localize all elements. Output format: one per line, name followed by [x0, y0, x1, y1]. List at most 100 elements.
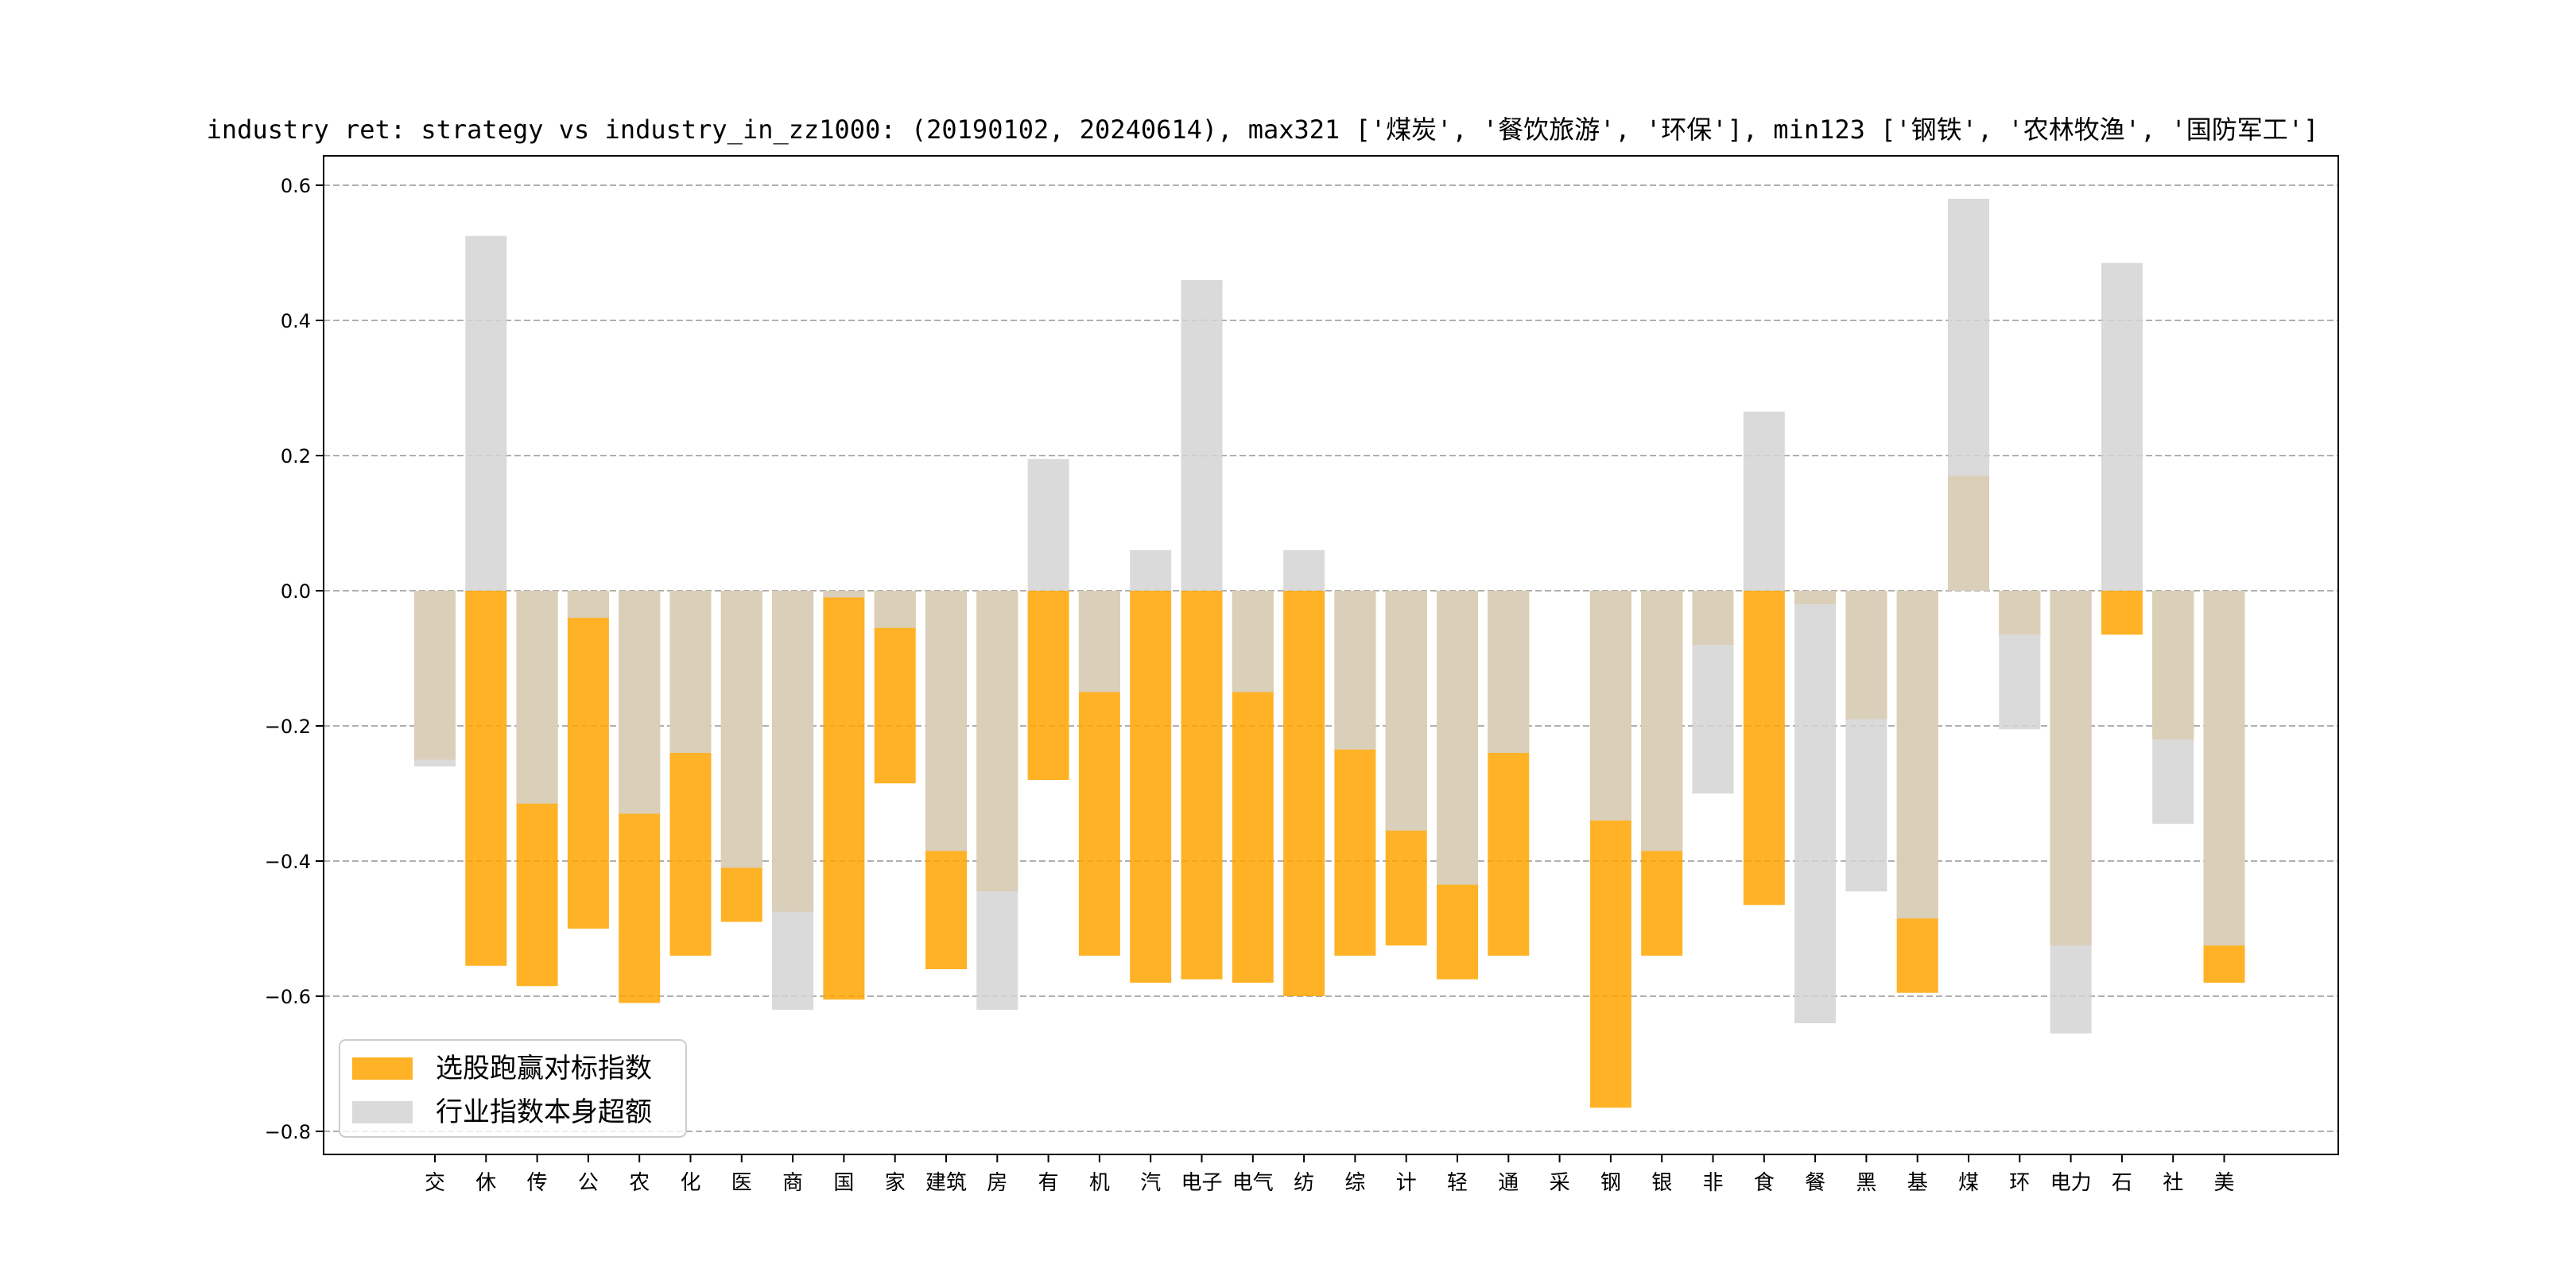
y-tick-label: 0.2 — [281, 445, 311, 467]
legend-swatch-industry — [352, 1101, 413, 1123]
x-axis: 交 休 传 公 农 化 医 商 国 家建筑房 有 机 汽电子 电气纺 综 计 轻 通 采 钢 银 非 食 餐 黑 基 煤 环电力石 社 美 — [425, 1154, 2235, 1195]
bar-industry — [1794, 591, 1837, 1023]
x-tick-label: 采 — [1550, 1171, 1570, 1195]
x-tick-label: 食 — [1754, 1171, 1775, 1195]
x-tick-label: 通 — [1498, 1171, 1519, 1195]
bar-industry — [465, 235, 507, 591]
bar-strategy — [1130, 591, 1172, 983]
x-tick-label: 轻 — [1447, 1171, 1468, 1195]
x-tick-label: 纺 — [1294, 1171, 1314, 1195]
bar-industry — [1283, 550, 1325, 591]
x-tick-label: 基 — [1907, 1171, 1928, 1195]
y-tick-label: 0.6 — [281, 175, 311, 197]
bar-industry — [516, 591, 558, 804]
bar-strategy — [1027, 591, 1069, 780]
x-tick-label: 社 — [2163, 1171, 2183, 1195]
bar-strategy — [1181, 591, 1223, 980]
legend-box — [339, 1039, 687, 1138]
bar-strategy — [465, 591, 507, 966]
x-tick-label: 有 — [1038, 1171, 1059, 1195]
bar-industry — [772, 591, 814, 1010]
x-tick-label: 电气 — [1232, 1171, 1274, 1195]
bar-industry — [2101, 262, 2143, 591]
bar-industry — [1743, 411, 1785, 591]
x-tick-label: 煤 — [1958, 1171, 1979, 1195]
x-tick-label: 环 — [2009, 1171, 2030, 1195]
x-tick-label: 交 — [425, 1171, 445, 1195]
bar-strategy — [1283, 591, 1325, 996]
bar-industry — [1641, 591, 1683, 852]
bar-industry — [1999, 591, 2041, 730]
x-tick-label: 综 — [1344, 1171, 1365, 1195]
x-tick-label: 美 — [2213, 1171, 2234, 1195]
y-tick-label: −0.6 — [265, 986, 311, 1008]
x-tick-label: 汽 — [1140, 1171, 1161, 1195]
x-tick-label: 国 — [833, 1171, 854, 1195]
x-tick-label: 机 — [1089, 1171, 1110, 1195]
x-tick-label: 公 — [578, 1171, 599, 1195]
chart-title: industry ret: strategy vs industry_in_zz… — [207, 114, 2319, 145]
bar-industry — [1896, 591, 1938, 919]
x-tick-label: 商 — [782, 1171, 803, 1195]
bar-industry — [1232, 591, 1274, 692]
bar-industry — [1488, 591, 1530, 753]
y-tick-label: −0.4 — [265, 851, 311, 873]
x-tick-label: 建筑 — [925, 1171, 967, 1195]
x-tick-label: 休 — [475, 1171, 496, 1195]
bar-industry — [1948, 199, 1989, 591]
x-tick-label: 餐 — [1805, 1171, 1825, 1195]
x-tick-label: 石 — [2112, 1171, 2132, 1195]
bar-strategy — [1743, 591, 1785, 906]
bar-industry — [1334, 591, 1376, 750]
y-tick-label: 0.4 — [281, 310, 311, 332]
y-tick-label: −0.2 — [265, 716, 311, 738]
x-tick-label: 计 — [1396, 1171, 1417, 1195]
bar-industry — [1181, 280, 1223, 591]
y-tick-label: −0.8 — [265, 1121, 311, 1143]
legend-label-strategy: 选股跑赢对标指数 — [436, 1053, 652, 1084]
bar-industry — [2203, 591, 2245, 946]
bar-industry — [567, 591, 609, 618]
x-tick-label: 化 — [680, 1171, 700, 1195]
bars — [414, 199, 2245, 1108]
x-tick-label: 传 — [527, 1171, 548, 1195]
bar-industry — [1845, 591, 1887, 892]
y-tick-label: 0.0 — [281, 580, 311, 603]
bar-industry — [1027, 459, 1069, 591]
bar-industry — [823, 591, 865, 598]
x-tick-label: 银 — [1651, 1171, 1672, 1195]
bar-industry — [976, 591, 1018, 1010]
bar-industry — [720, 591, 762, 868]
bar-strategy — [2101, 591, 2143, 635]
bar-strategy — [823, 591, 865, 1000]
bar-industry — [874, 591, 916, 628]
x-tick-label: 钢 — [1600, 1171, 1621, 1195]
bar-industry — [925, 591, 967, 852]
bar-industry — [1589, 591, 1631, 821]
x-tick-label: 房 — [987, 1171, 1007, 1195]
bar-strategy — [567, 591, 609, 929]
x-tick-label: 黑 — [1856, 1171, 1876, 1195]
x-tick-label: 电力 — [2050, 1171, 2092, 1195]
x-tick-label: 医 — [731, 1171, 752, 1195]
bar-industry — [1130, 550, 1172, 591]
x-tick-label: 家 — [885, 1171, 906, 1195]
legend-swatch-strategy — [352, 1057, 413, 1080]
bar-industry — [414, 591, 456, 766]
bar-industry — [2050, 591, 2092, 1034]
bar-industry — [1692, 591, 1734, 793]
bar-industry — [619, 591, 661, 814]
plot-frame — [323, 155, 2339, 1155]
bar-industry — [1078, 591, 1120, 692]
x-tick-label: 非 — [1702, 1171, 1723, 1195]
bar-industry — [2152, 591, 2194, 824]
x-tick-label: 电子 — [1181, 1171, 1222, 1195]
legend: 选股跑赢对标指数 行业指数本身超额 — [339, 1039, 687, 1138]
x-tick-label: 农 — [629, 1171, 650, 1195]
y-axis: −0.8 −0.6 −0.4 −0.2 0.0 0.2 0.4 0.6 — [265, 175, 324, 1143]
bar-industry — [669, 591, 712, 753]
bar-industry — [1437, 591, 1478, 885]
legend-label-industry: 行业指数本身超额 — [436, 1096, 652, 1128]
bar-industry — [1385, 591, 1427, 831]
